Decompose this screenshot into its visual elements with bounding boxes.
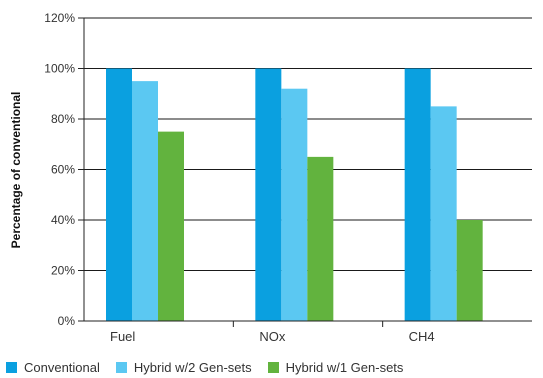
bar-ch4-hybrid-w-2-gen-sets bbox=[430, 106, 457, 321]
x-tick-label-ch4: CH4 bbox=[409, 329, 435, 344]
legend: Conventional Hybrid w/2 Gen-sets Hybrid … bbox=[6, 358, 543, 376]
y-tick-label-20: 20% bbox=[51, 264, 75, 278]
bar-nox-hybrid-w-1-gen-sets bbox=[307, 156, 334, 321]
legend-swatch-conventional bbox=[6, 361, 17, 373]
bar-fuel-hybrid-w-2-gen-sets bbox=[132, 81, 158, 321]
y-tick-label-120: 120% bbox=[44, 11, 75, 25]
bar-chart: 0% 20% 40% 60% 80% 100% 120% Fuel NOx CH4 Percen… bbox=[9, 11, 532, 344]
x-tick-labels: Fuel NOx CH4 bbox=[110, 321, 435, 344]
y-tick-labels: 0% 20% 40% 60% 80% 100% 120% bbox=[44, 11, 84, 328]
legend-label-hybrid-2-gensets: Hybrid w/2 Gen-sets bbox=[133, 359, 252, 375]
legend-item-hybrid-1-gensets: Hybrid w/1 Gen-sets bbox=[267, 359, 404, 375]
legend-label-conventional: Conventional bbox=[24, 359, 100, 375]
legend-swatch-hybrid-2-gensets bbox=[115, 361, 127, 373]
y-tick-label-60: 60% bbox=[51, 163, 75, 177]
legend-swatch-hybrid-1-gensets bbox=[267, 361, 279, 373]
y-tick-label-100: 100% bbox=[44, 62, 75, 76]
y-axis-label: Percentage of conventional bbox=[9, 92, 23, 249]
bar-nox-conventional bbox=[255, 68, 282, 321]
bar-fuel-hybrid-w-1-gen-sets bbox=[158, 131, 184, 321]
x-tick-label-nox: NOx bbox=[259, 329, 286, 344]
legend-item-hybrid-2-gensets: Hybrid w/2 Gen-sets bbox=[115, 359, 252, 375]
y-tick-label-80: 80% bbox=[51, 112, 75, 126]
bar-ch4-conventional bbox=[404, 68, 431, 321]
bar-nox-hybrid-w-2-gen-sets bbox=[281, 88, 308, 321]
legend-label-hybrid-1-gensets: Hybrid w/1 Gen-sets bbox=[285, 359, 404, 375]
x-tick-label-fuel: Fuel bbox=[110, 329, 135, 344]
bar-ch4-hybrid-w-1-gen-sets bbox=[456, 220, 483, 321]
y-tick-label-40: 40% bbox=[51, 213, 75, 227]
bar-fuel-conventional bbox=[106, 68, 132, 321]
y-tick-label-0: 0% bbox=[58, 314, 76, 328]
bars bbox=[106, 68, 483, 321]
legend-item-conventional: Conventional bbox=[6, 360, 100, 375]
